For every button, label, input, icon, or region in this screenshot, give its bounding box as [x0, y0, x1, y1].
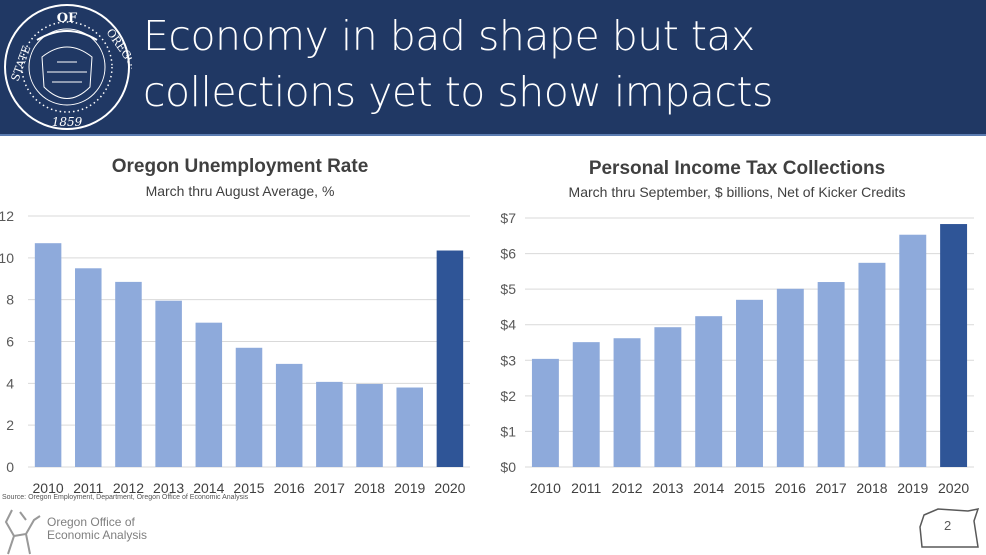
chart-2-title: Personal Income Tax Collections	[588, 158, 886, 179]
title-line-2: collections yet to show impacts	[143, 68, 773, 116]
x-tick-label: 2011	[73, 480, 103, 496]
x-tick-label: 2017	[816, 480, 847, 496]
x-tick-label: 2019	[897, 480, 928, 496]
bar-2011	[75, 268, 102, 467]
bar-2019	[899, 234, 927, 467]
bar-2013	[155, 300, 182, 467]
svg-text:OF: OF	[57, 11, 78, 26]
x-tick-label: 2016	[775, 480, 806, 496]
oea-logo-icon	[4, 509, 41, 555]
x-tick-label: 2014	[193, 480, 224, 496]
bar-2019	[396, 387, 423, 467]
x-tick-label: 2012	[113, 480, 144, 496]
oea-name: Oregon Office of Economic Analysis	[47, 516, 147, 542]
bar-2018	[858, 262, 886, 467]
bar-2016	[275, 363, 303, 467]
bar-2014	[695, 316, 723, 467]
bar-2020	[436, 250, 464, 467]
y-tick-label: 0	[6, 459, 14, 475]
svg-text:OREGON: OREGON	[104, 26, 132, 77]
bar-2012	[613, 338, 641, 467]
x-tick-label: 2020	[434, 480, 465, 496]
x-tick-label: 2019	[394, 480, 425, 496]
oregon-outline-icon	[919, 508, 980, 548]
x-tick-label: 2018	[856, 480, 887, 496]
title-line-1: Economy in bad shape but tax	[143, 12, 755, 60]
oea-line-2: Economic Analysis	[47, 528, 148, 542]
bar-2015	[235, 347, 263, 467]
bar-2012	[115, 281, 142, 467]
y-tick-label: 8	[6, 292, 14, 308]
income-tax-chart: $0 $1 $2 $3 $4 $5 $6 $7 2010 2011 2012 2013 2014 2015…	[500, 210, 974, 496]
x-tick-label: 2016	[274, 480, 305, 496]
y-tick-label: 4	[6, 375, 14, 391]
x-tick-label: 2012	[611, 480, 642, 496]
svg-text:1859: 1859	[52, 115, 83, 129]
x-tick-label: 2010	[530, 480, 561, 496]
y-tick-label: $1	[500, 423, 516, 439]
y-tick-label: $0	[500, 459, 516, 475]
bar-2016	[776, 288, 804, 467]
x-tick-label: 2015	[734, 480, 765, 496]
x-tick-label: 2014	[693, 480, 724, 496]
svg-text:STATE: STATE	[9, 44, 34, 83]
x-tick-label: 2015	[233, 480, 264, 496]
bar-2020	[940, 224, 968, 467]
chart-1-title: Oregon Unemployment Rate	[111, 156, 369, 177]
page-number: 2	[944, 518, 952, 533]
bar-2011	[572, 342, 600, 467]
chart-1-subtitle: March thru August Average, %	[145, 183, 335, 199]
unemployment-chart: 0 2 4 6 8 10 12 2010 2011 2012 2013 2014 2015 2016 201…	[0, 208, 470, 496]
x-tick-label: 2020	[938, 480, 969, 496]
x-tick-label: 2013	[153, 480, 184, 496]
y-tick-label: $6	[500, 246, 516, 262]
bar-2010	[531, 358, 559, 467]
header-banner: OF STATE OREGON 1859 Economy in bad shap…	[0, 0, 986, 136]
x-tick-label: 2010	[33, 480, 64, 496]
bar-2018	[356, 383, 383, 467]
y-tick-label: $4	[500, 317, 516, 333]
x-tick-label: 2018	[354, 480, 385, 496]
x-tick-label: 2017	[314, 480, 345, 496]
y-tick-label: 12	[0, 208, 14, 224]
y-tick-label: 6	[6, 334, 14, 350]
bar-2010	[34, 243, 62, 467]
y-tick-label: $3	[500, 352, 516, 368]
oea-line-1: Oregon Office of	[47, 515, 135, 529]
x-tick-label: 2013	[652, 480, 683, 496]
slide-title: Economy in bad shape but tax collections…	[143, 8, 773, 120]
y-tick-label: $7	[500, 210, 516, 226]
bar-2017	[817, 282, 845, 467]
y-tick-label: $5	[500, 281, 516, 297]
source-note: Source: Oregon Employment, Department, O…	[2, 494, 249, 501]
bar-2013	[654, 327, 682, 467]
x-tick-label: 2011	[571, 480, 601, 496]
oregon-state-seal: OF STATE OREGON 1859	[4, 4, 132, 130]
y-tick-label: 2	[6, 417, 14, 433]
y-tick-label: 10	[0, 250, 14, 266]
bar-2017	[316, 381, 343, 467]
chart-2-subtitle: March thru September, $ billions, Net of…	[568, 184, 906, 200]
bar-2014	[195, 322, 223, 467]
bar-2015	[736, 299, 763, 467]
y-tick-label: $2	[500, 388, 516, 404]
